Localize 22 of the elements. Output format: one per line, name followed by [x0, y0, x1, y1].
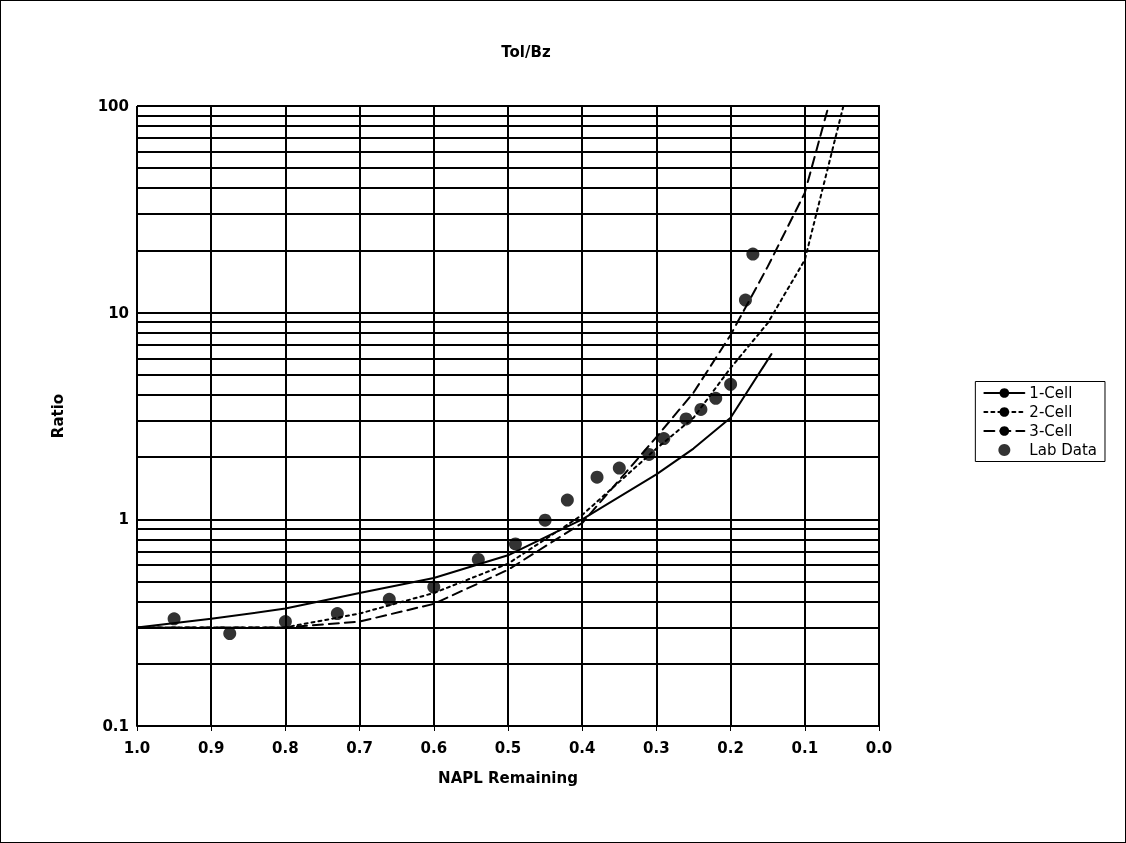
legend-label: 2-Cell	[1029, 403, 1073, 421]
x-tick-label: 0.5	[494, 738, 522, 757]
x-tick-label: 0.1	[791, 738, 819, 757]
x-tick-label: 0.8	[272, 738, 299, 757]
legend-label: 3-Cell	[1029, 422, 1073, 440]
legend-label: 1-Cell	[1029, 384, 1073, 402]
y-tick-label: 100	[97, 97, 129, 115]
legend-label: Lab Data	[1029, 441, 1097, 459]
x-axis-title: NAPL Remaining	[438, 768, 578, 787]
x-tick-label: 0.0	[865, 738, 893, 757]
x-tick-label: 0.3	[643, 738, 670, 757]
x-tick-label: 1.0	[123, 738, 151, 757]
y-tick-label: 1	[118, 510, 129, 529]
y-axis-title: Ratio	[48, 393, 67, 439]
x-tick-label: 0.2	[717, 738, 744, 757]
x-tick-label: 0.6	[420, 738, 448, 757]
chart-title: Tol/Bz	[501, 42, 551, 61]
y-tick-label: 0.1	[102, 717, 129, 735]
x-tick-label: 0.7	[346, 738, 373, 757]
x-tick-label: 0.4	[568, 738, 596, 757]
x-tick-label: 0.9	[197, 738, 225, 757]
y-tick-label: 10	[108, 303, 129, 322]
